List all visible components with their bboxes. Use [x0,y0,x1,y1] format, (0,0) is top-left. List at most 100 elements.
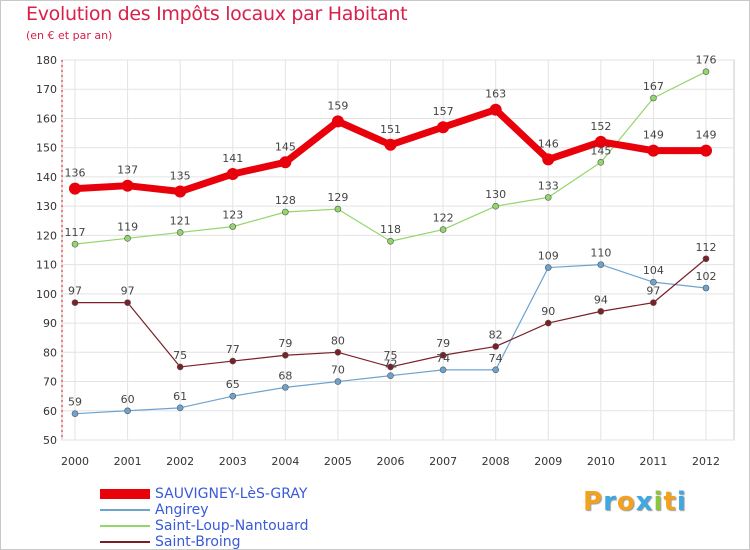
logo-letter: x [635,487,654,517]
data-label: 70 [331,364,345,377]
data-label: 60 [121,393,135,406]
legend-label: SAUVIGNEY-LèS-GRAY [155,486,308,502]
data-point [650,278,657,286]
data-point [124,407,131,415]
data-point [597,159,605,166]
data-label: 163 [485,88,506,101]
logo-letter: P [583,487,604,517]
data-point [69,182,81,195]
data-label: 79 [436,337,450,350]
data-label: 112 [696,241,717,254]
logo-letter: t [663,487,677,517]
data-label: 74 [436,352,450,365]
data-label: 72 [384,358,398,371]
data-label: 82 [489,328,503,341]
data-label: 97 [68,285,82,298]
chart-subtitle: (en € et par an) [26,29,113,42]
y-tick-label: 60 [43,405,57,418]
y-tick-label: 120 [36,229,57,242]
series-layer [69,68,712,417]
data-point [334,378,342,385]
data-label: 121 [170,214,191,227]
data-point [229,357,237,365]
x-tick-label: 2003 [219,455,247,468]
data-label: 77 [226,343,240,356]
data-point [331,115,344,128]
legend-label: Saint-Loup-Nantouard [155,518,309,534]
data-label: 79 [278,337,292,350]
data-point [702,255,710,263]
data-point [544,194,552,201]
data-label: 133 [538,179,559,192]
data-label: 122 [433,212,454,225]
data-label: 129 [327,191,348,204]
y-tick-label: 150 [36,142,57,155]
x-tick-label: 2001 [114,455,142,468]
x-tick-label: 2008 [482,455,510,468]
y-tick-label: 160 [36,112,57,125]
data-label: 74 [489,352,503,365]
data-label: 136 [65,167,86,180]
data-point [282,384,289,391]
data-point [597,261,605,268]
data-point [544,264,552,271]
data-point [124,299,131,306]
data-point [334,349,342,356]
data-point [334,205,342,213]
legend-swatch [100,509,150,511]
y-tick-label: 70 [43,376,57,389]
data-point [489,103,502,116]
y-tick-label: 100 [36,288,57,301]
legend-label: Angirey [155,502,209,518]
data-point [71,299,79,306]
data-label: 119 [117,220,138,233]
data-point [176,363,184,371]
data-point [387,237,394,245]
data-point [492,343,499,350]
proxiti-logo: Proxiti [583,487,687,517]
y-tick-label: 130 [36,200,57,213]
x-tick-label: 2005 [324,455,352,468]
data-label: 102 [696,270,717,283]
data-label: 149 [696,129,717,142]
x-tick-label: 2002 [166,455,194,468]
data-point [650,94,657,102]
data-point [121,179,134,192]
data-point [384,138,397,151]
legend-swatch [100,525,150,527]
data-point [279,156,292,169]
data-point [387,372,394,379]
data-point [229,392,237,400]
data-label: 151 [380,123,401,136]
x-tick-label: 2010 [587,455,615,468]
data-point [544,319,552,327]
data-label: 110 [590,247,611,260]
logo-letter: r [603,487,617,517]
data-label: 123 [222,209,243,222]
data-point [594,135,607,148]
x-tick-label: 2007 [429,455,457,468]
x-tick-label: 2000 [61,455,89,468]
data-label: 75 [173,349,187,362]
data-point [597,308,605,315]
data-point [439,366,447,374]
data-point [229,223,237,230]
data-point [174,185,187,198]
data-label: 118 [380,223,401,236]
data-label: 152 [590,120,611,133]
data-point [176,229,184,236]
data-label: 68 [278,369,292,382]
legend-label: Saint-Broing [155,534,241,550]
data-label: 104 [643,264,664,277]
y-tick-label: 140 [36,171,57,184]
data-point [176,404,184,412]
data-point [439,351,447,359]
data-point [226,168,239,180]
data-label: 61 [173,390,187,403]
data-point [282,208,289,216]
data-point [387,363,394,371]
y-tick-label: 50 [43,434,57,447]
data-label: 159 [327,99,348,112]
x-tick-label: 2011 [639,455,667,468]
